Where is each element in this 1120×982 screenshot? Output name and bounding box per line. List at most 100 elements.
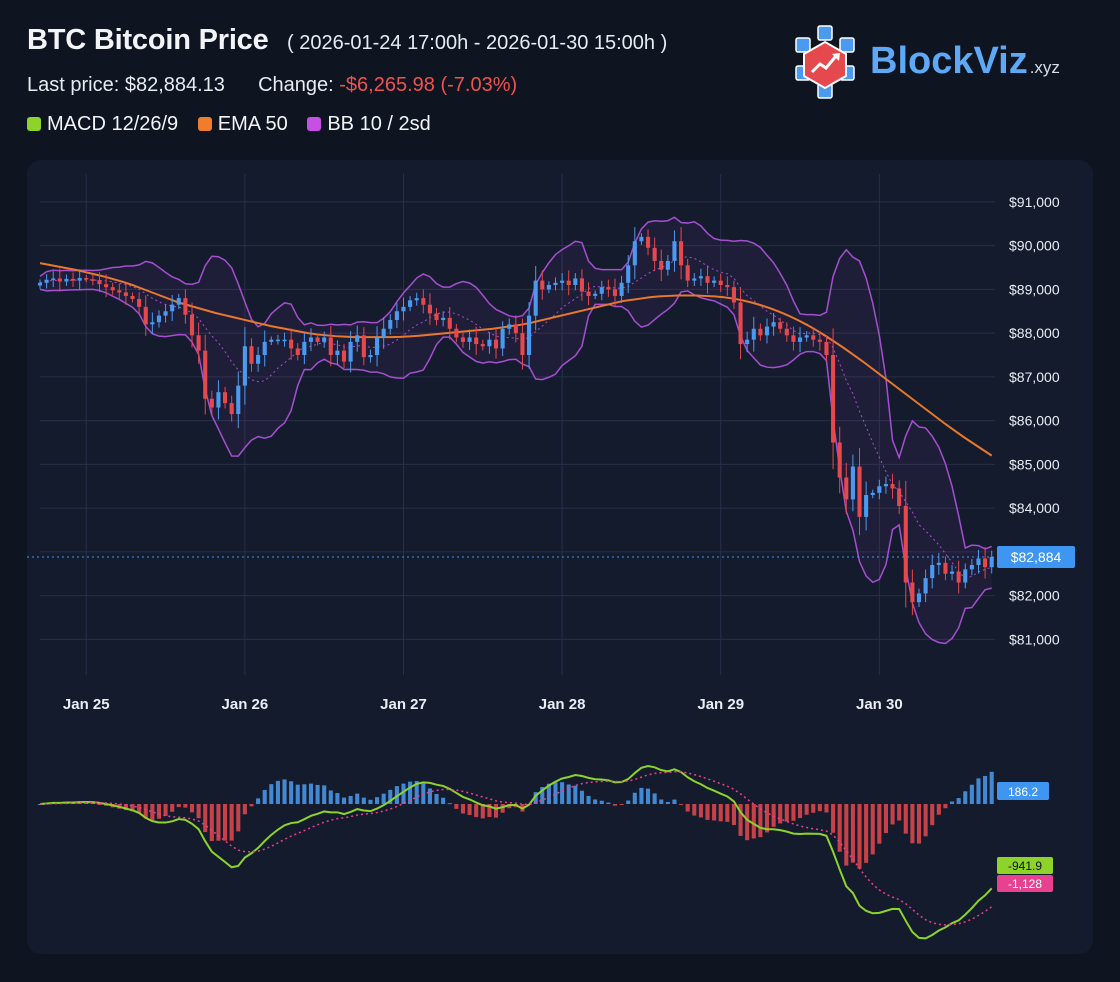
macd-histogram-bar (910, 804, 915, 844)
candle-body (520, 333, 525, 355)
candle-body (236, 385, 241, 415)
candle-body (170, 304, 175, 312)
candle-body (612, 289, 618, 296)
macd-histogram-bar (493, 804, 499, 818)
candle-body (546, 285, 551, 290)
macd-histogram-bar (256, 798, 261, 804)
candle-body (857, 466, 862, 517)
candle-body (817, 339, 822, 342)
macd-histogram-bar (540, 786, 545, 804)
candle-body (256, 355, 261, 364)
candle-body (864, 495, 869, 517)
y-tick-label: $89,000 (1009, 281, 1060, 297)
y-tick-label: $88,000 (1009, 325, 1060, 341)
candle-body (553, 282, 558, 285)
macd-histogram-bar (936, 804, 941, 815)
candle-body (824, 341, 829, 355)
macd-histogram-bar (275, 780, 280, 804)
macd-histogram-bar (949, 801, 955, 804)
y-tick-label: $82,000 (1009, 588, 1060, 604)
macd-histogram-bar (864, 804, 869, 863)
macd-histogram-bar (672, 799, 677, 804)
macd-histogram-bar (447, 803, 452, 805)
candle-body (560, 280, 565, 283)
macd-histogram-bar (189, 804, 195, 813)
candle-body (421, 298, 426, 305)
macd-histogram-bar (401, 783, 406, 804)
y-tick-label: $81,000 (1009, 631, 1060, 647)
macd-histogram-bar (837, 804, 842, 852)
last-price-tag-label: $82,884 (1011, 549, 1062, 565)
macd-histogram-bar (731, 804, 736, 826)
macd-histogram-bar (143, 804, 148, 819)
chart-panel[interactable]: $91,000 $90,000 $89,000 $88,000 $87,000 $86,0… (27, 160, 1093, 954)
macd-histogram-bar (209, 804, 214, 842)
logo-suffix: .xyz (1029, 58, 1060, 77)
macd-histogram-bar (560, 782, 565, 804)
last-price-value: $82,884.13 (124, 74, 225, 96)
macd-histogram-bar (170, 804, 175, 812)
candle-body (877, 486, 882, 493)
candle-body (295, 348, 300, 355)
candle-body (831, 355, 836, 443)
macd-line (39, 765, 993, 940)
candle-body (156, 315, 162, 323)
macd-histogram-bar (242, 804, 247, 815)
y-tick-label: $90,000 (1009, 238, 1060, 254)
macd-histogram-bar (500, 804, 505, 813)
macd-histogram-bar (606, 802, 611, 804)
candle-body (599, 287, 604, 294)
macd-histogram-bar (553, 782, 558, 804)
macd-histogram-bar (619, 804, 624, 805)
candle-body (639, 236, 644, 242)
macd-histogram-bar (685, 804, 690, 812)
candle-body (183, 298, 188, 315)
candle-body (487, 339, 492, 347)
macd-histogram-bar (831, 804, 836, 833)
macd-histogram-bar (434, 794, 439, 804)
candle-body (712, 280, 717, 283)
price-chart[interactable]: $91,000 $90,000 $89,000 $88,000 $87,000 $86,0… (27, 160, 1093, 954)
candle-body (645, 236, 651, 248)
macd-histogram-bar (460, 804, 466, 814)
candle-body (579, 278, 584, 292)
candle-body (916, 593, 922, 603)
indicator-legend: MACD 12/26/9 EMA 50 BB 10 / 2sd (27, 113, 445, 136)
macd-histogram-bar (804, 804, 809, 815)
macd-histogram-bar (745, 804, 750, 841)
candle-body (500, 328, 505, 349)
candle-body (751, 328, 756, 340)
candle-body (679, 241, 684, 266)
macd-histogram-bar (441, 797, 446, 804)
legend-item-ema: EMA 50 (197, 113, 288, 136)
macd-histogram-bar (639, 787, 644, 804)
macd-histogram-bar (533, 792, 538, 804)
candle-body (507, 324, 512, 329)
candle-body (203, 350, 208, 399)
candle-body (850, 466, 855, 500)
candle-body (771, 322, 776, 327)
candle-body (163, 311, 168, 316)
chart-title: BTC Bitcoin Price (27, 24, 269, 56)
candle-body (989, 556, 994, 568)
candle-body (150, 322, 155, 325)
macd-histogram-bar (599, 800, 604, 804)
candle-body (969, 565, 974, 570)
macd-histogram-bar (791, 804, 796, 821)
macd-histogram-bar (163, 804, 168, 816)
y-tick-label: $87,000 (1009, 369, 1060, 385)
candle-body (738, 302, 743, 345)
title-row: BTC Bitcoin Price ( 2026-01-24 17:00h - … (27, 24, 667, 57)
candle-body (480, 344, 485, 347)
legend-label-bb: BB 10 / 2sd (327, 113, 431, 135)
macd-histogram-bar (474, 804, 479, 818)
macd-histogram-bar (573, 785, 578, 804)
candle-body (897, 488, 902, 506)
candle-body (328, 337, 333, 355)
macd-histogram-bar (341, 797, 347, 804)
macd-histogram-bar (817, 804, 822, 812)
macd-histogram-bar (467, 804, 472, 816)
candle-body (414, 298, 419, 301)
candle-body (626, 265, 631, 283)
macd-histogram-bar (579, 790, 584, 804)
